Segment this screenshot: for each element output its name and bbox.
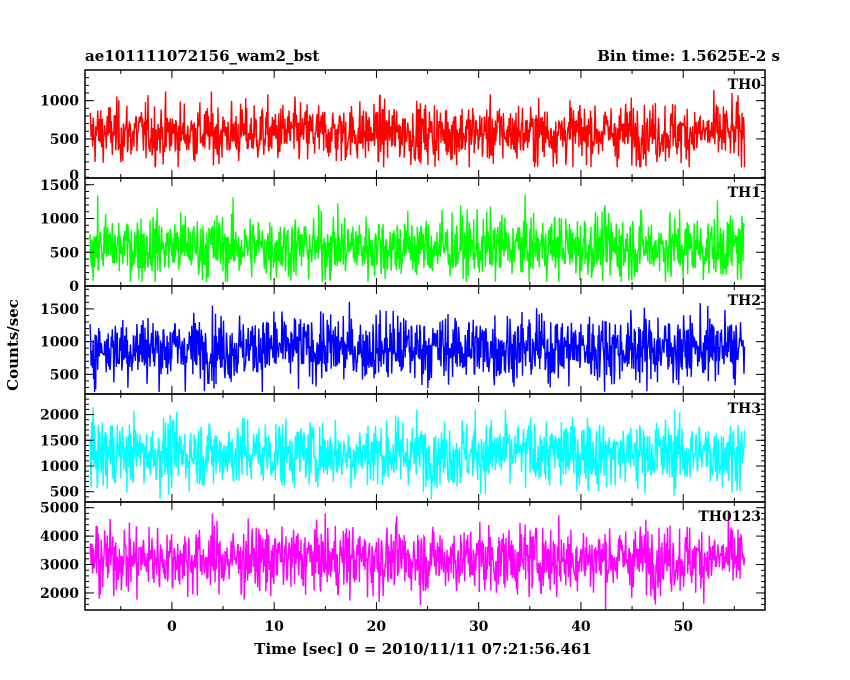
x-tick-label: 20 (367, 619, 387, 635)
panel-frame-th0123 (84, 501, 766, 611)
y-tick-label: 1000 (40, 459, 79, 475)
series-line-th3 (89, 407, 746, 500)
y-tick-label: 2000 (40, 586, 79, 602)
panel-label-th3: TH3 (728, 401, 761, 417)
y-tick-label: 500 (50, 245, 79, 261)
y-tick-label: 1000 (40, 212, 79, 228)
y-tick-label: 3000 (40, 558, 79, 574)
panel-label-th2: TH2 (728, 293, 761, 309)
x-tick-label: 50 (673, 619, 693, 635)
x-tick-label: 40 (571, 619, 591, 635)
y-tick-label: 1500 (40, 178, 79, 194)
y-tick-label: 500 (50, 132, 79, 148)
series-line-th1 (89, 194, 746, 282)
panel-label-th0: TH0 (728, 77, 762, 93)
x-tick-label: 10 (264, 619, 284, 635)
y-tick-label: 500 (50, 485, 79, 501)
y-tick-label: 0 (69, 168, 79, 184)
series-line-th0 (89, 89, 746, 168)
y-tick-label: 1500 (40, 433, 79, 449)
x-tick-label: 30 (469, 619, 489, 635)
panel-label-th0123: TH0123 (698, 509, 761, 525)
y-tick-label: 4000 (40, 529, 79, 545)
y-tick-label: 2000 (40, 408, 79, 424)
y-tick-label: 500 (50, 367, 79, 383)
y-tick-label: 0 (69, 279, 79, 295)
series-line-th2 (89, 301, 746, 393)
y-tick-label: 1500 (40, 302, 79, 318)
y-tick-label: 1000 (40, 335, 79, 351)
x-tick-label: 0 (167, 619, 177, 635)
y-axis-label: Counts/sec (4, 299, 22, 391)
chart-title-right: Bin time: 1.5625E-2 s (597, 47, 780, 65)
y-tick-label: 5000 (40, 501, 79, 517)
chart-title-left: ae101111072156_wam2_bst (85, 47, 319, 65)
y-tick-label: 1000 (40, 94, 79, 110)
x-axis-label: Time [sec] 0 = 2010/11/11 07:21:56.461 (254, 640, 591, 658)
series-line-th0123 (89, 510, 746, 610)
panel-label-th1: TH1 (728, 185, 761, 201)
